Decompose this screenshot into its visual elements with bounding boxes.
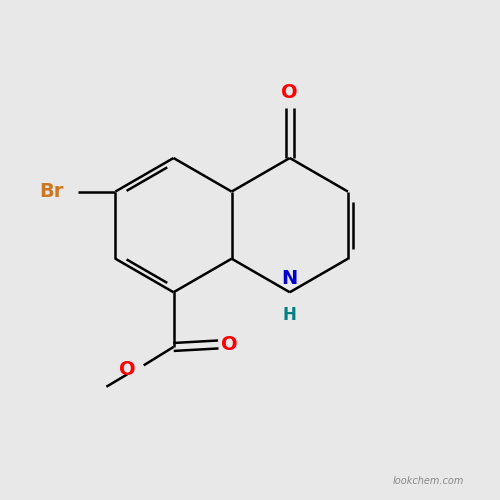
Text: N: N bbox=[282, 270, 298, 288]
Text: O: O bbox=[118, 360, 135, 379]
Text: O: O bbox=[282, 84, 298, 102]
Text: lookchem.com: lookchem.com bbox=[392, 476, 464, 486]
Text: O: O bbox=[220, 335, 238, 354]
Text: Br: Br bbox=[39, 182, 63, 201]
Text: H: H bbox=[283, 306, 296, 324]
